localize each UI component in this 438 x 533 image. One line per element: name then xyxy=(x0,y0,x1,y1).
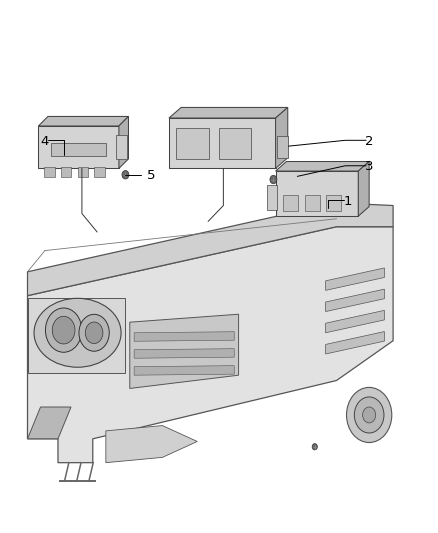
Text: 2: 2 xyxy=(365,135,374,148)
Circle shape xyxy=(79,314,109,351)
FancyBboxPatch shape xyxy=(305,196,320,212)
Circle shape xyxy=(270,175,277,184)
Polygon shape xyxy=(134,332,234,341)
Text: 3: 3 xyxy=(365,160,374,173)
Polygon shape xyxy=(358,161,369,216)
Polygon shape xyxy=(39,126,119,168)
FancyBboxPatch shape xyxy=(45,167,55,177)
Circle shape xyxy=(46,308,82,352)
Polygon shape xyxy=(325,332,385,354)
Polygon shape xyxy=(325,289,385,312)
Circle shape xyxy=(85,322,103,344)
Polygon shape xyxy=(28,298,125,373)
Polygon shape xyxy=(276,108,288,168)
Polygon shape xyxy=(134,366,234,375)
FancyBboxPatch shape xyxy=(61,167,71,177)
FancyBboxPatch shape xyxy=(177,127,208,159)
Text: 4: 4 xyxy=(41,135,49,148)
Polygon shape xyxy=(325,310,385,333)
Polygon shape xyxy=(119,116,128,168)
FancyBboxPatch shape xyxy=(267,185,277,211)
Polygon shape xyxy=(28,227,393,463)
FancyBboxPatch shape xyxy=(219,127,251,159)
FancyBboxPatch shape xyxy=(283,196,298,212)
Polygon shape xyxy=(276,161,369,171)
FancyBboxPatch shape xyxy=(51,143,106,156)
Polygon shape xyxy=(169,118,276,168)
Circle shape xyxy=(312,443,318,450)
Circle shape xyxy=(122,171,129,179)
Polygon shape xyxy=(276,171,358,216)
Polygon shape xyxy=(28,203,393,296)
Polygon shape xyxy=(28,407,71,439)
Polygon shape xyxy=(134,349,234,358)
Circle shape xyxy=(363,407,376,423)
Circle shape xyxy=(346,387,392,442)
FancyBboxPatch shape xyxy=(78,167,88,177)
Circle shape xyxy=(52,316,75,344)
Text: 5: 5 xyxy=(147,169,156,182)
Polygon shape xyxy=(169,108,288,118)
FancyBboxPatch shape xyxy=(326,196,341,212)
FancyBboxPatch shape xyxy=(94,167,105,177)
Polygon shape xyxy=(325,268,385,290)
Text: 1: 1 xyxy=(343,195,352,208)
FancyBboxPatch shape xyxy=(116,135,127,159)
Polygon shape xyxy=(39,116,128,126)
FancyBboxPatch shape xyxy=(277,136,288,158)
Polygon shape xyxy=(106,425,197,463)
Ellipse shape xyxy=(34,298,121,367)
Circle shape xyxy=(354,397,384,433)
Polygon shape xyxy=(130,314,239,389)
